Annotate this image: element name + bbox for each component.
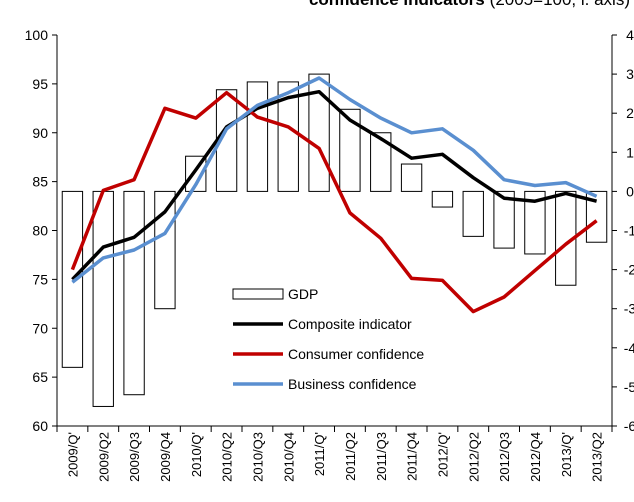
y-tick-label: 70 xyxy=(32,320,48,336)
y-tick-label: 95 xyxy=(32,76,48,92)
x-tick-label: 2011/Q3 xyxy=(374,432,389,481)
y-tick-label: 100 xyxy=(25,27,49,43)
x-tick-label: 2009/Q3 xyxy=(127,432,142,482)
x-tick-label: 2013/Q2 xyxy=(590,432,605,482)
bar xyxy=(524,190,546,255)
chart-title-line: confidence indicators (2005=100, l. axis) xyxy=(309,0,630,9)
x-tick-label: 2011/Q4 xyxy=(405,432,420,481)
y2-tick-label: -1 xyxy=(624,223,634,239)
x-tick-label: 2012/Q3 xyxy=(497,432,512,482)
bar xyxy=(370,132,392,192)
y2-tick-label: 1 xyxy=(626,144,634,160)
x-tick-label: 2010/Q4 xyxy=(281,432,296,482)
x-tick-label: 2012/Q2 xyxy=(466,432,481,482)
bar xyxy=(277,81,299,192)
y-tick-label: 90 xyxy=(32,125,48,141)
y-tick-label: 85 xyxy=(32,174,48,190)
bar xyxy=(339,108,361,192)
bar xyxy=(493,190,515,249)
y2-tick-label: 3 xyxy=(626,66,634,82)
bar xyxy=(246,81,269,192)
line xyxy=(70,90,598,314)
legend-label: Composite indicator xyxy=(288,316,412,332)
x-tick-label: 2009/Q4 xyxy=(158,432,173,482)
y2-tick-label: -6 xyxy=(624,418,634,434)
bar xyxy=(154,190,176,310)
x-tick-label: 2009/Q' xyxy=(65,432,80,477)
y2-tick-label: 2 xyxy=(626,105,634,121)
x-tick-label: 2011/Q2 xyxy=(343,432,358,481)
x-tick-label: 2011/Q' xyxy=(312,432,327,476)
x-tick-label: 2012/Q' xyxy=(435,432,450,477)
legend-label: GDP xyxy=(288,286,318,302)
x-tick-label: 2013/Q' xyxy=(559,432,574,477)
y2-tick-label: -3 xyxy=(624,301,634,317)
y-tick-label: 80 xyxy=(32,223,48,239)
x-tick-label: 2010/Q' xyxy=(189,432,204,477)
legend-label: Consumer confidence xyxy=(288,346,424,362)
bar xyxy=(92,190,114,407)
y-tick-label: 65 xyxy=(32,369,48,385)
x-tick-label: 2010/Q2 xyxy=(220,432,235,482)
x-tick-label: 2012/Q4 xyxy=(528,432,543,482)
bar xyxy=(585,190,608,243)
bar xyxy=(123,190,145,396)
y2-tick-label: 0 xyxy=(626,183,634,199)
y-tick-label: 60 xyxy=(32,418,48,434)
y2-tick-label: 4 xyxy=(626,27,634,43)
chart-title: confidence indicators xyxy=(309,0,485,9)
x-tick-label: 2009/Q2 xyxy=(96,432,111,482)
chart-subtitle: (2005=100, l. axis) xyxy=(490,0,630,9)
legend-label: Business confidence xyxy=(288,376,417,392)
y-tick-label: 75 xyxy=(32,271,48,287)
bar xyxy=(462,190,484,237)
line xyxy=(71,89,598,281)
y2-tick-label: -4 xyxy=(624,340,634,356)
y2-tick-label: -2 xyxy=(624,262,634,278)
y2-tick-label: -5 xyxy=(624,379,634,395)
line xyxy=(71,76,598,284)
bar xyxy=(400,163,423,192)
legend-swatch xyxy=(232,288,284,300)
bar xyxy=(431,190,454,208)
x-tick-label: 2010/Q3 xyxy=(250,432,265,482)
